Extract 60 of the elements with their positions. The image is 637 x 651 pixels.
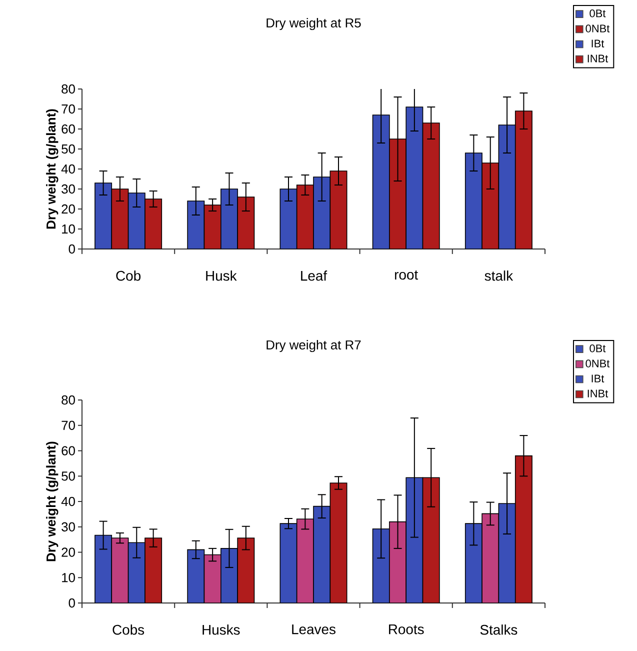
legend-label: 0Bt [590,10,606,18]
chart-title: Dry weight at R5 [266,18,361,30]
bar [111,188,129,249]
y-tick-label: 60 [62,124,75,134]
legend-label: 0NBt [586,360,610,368]
bar [204,204,222,249]
bar [406,106,424,249]
bar [313,176,331,249]
bar [128,542,146,603]
x-tick-label: root [395,270,418,280]
x-tick-label: Stalks [480,624,518,635]
bar [482,513,500,603]
y-tick-label: 10 [62,573,75,582]
y-axis-title: Dry weight (g/plant) [46,442,58,562]
y-tick-label: 0 [68,244,75,254]
x-tick-label: Leaf [301,270,328,281]
y-tick-label: 30 [62,522,75,532]
legend-label: 0NBt [586,24,610,32]
y-tick-label: 80 [62,84,75,94]
bar [204,554,222,603]
y-tick-label: 70 [62,420,75,430]
y-tick-label: 0 [68,598,75,608]
bar [296,518,314,603]
x-tick-label: stalk [484,270,514,281]
y-tick-label: 40 [61,496,75,506]
legend-label: INBt [588,390,608,398]
bar [498,503,516,603]
legend-label: IBt [592,374,604,382]
bar [389,138,406,249]
chart-title: Dry weight at R7 [266,340,361,352]
bar [313,506,331,603]
bar [406,477,424,603]
bar [296,184,314,249]
y-tick-label: 50 [62,472,75,481]
bar [128,192,146,249]
x-tick-label: Husk [206,270,237,281]
y-tick-label: 70 [62,104,75,114]
x-tick-label: Roots [389,624,424,634]
y-tick-label: 20 [62,204,75,214]
x-tick-label: Husks [202,624,240,635]
bar [220,188,238,249]
y-tick-label: 60 [62,446,75,456]
bar [389,521,406,603]
y-tick-label: 40 [61,164,75,174]
y-tick-label: 30 [62,184,75,194]
x-tick-label: Leaves [292,624,336,634]
bar [482,162,500,249]
y-axis-title: Dry weight (g/plant) [46,109,58,229]
legend-label: 0Bt [590,344,606,352]
y-tick-label: 80 [62,395,75,405]
y-tick-label: 10 [62,224,75,234]
bar [498,124,516,249]
y-tick-label: 20 [62,548,75,557]
y-tick-label: 50 [62,144,75,154]
legend-label: IBt [592,40,604,48]
x-tick-label: Cob [116,270,141,281]
bar [220,548,238,603]
x-tick-label: Cobs [112,624,144,635]
legend-label: INBt [588,54,608,62]
bar [111,538,129,603]
